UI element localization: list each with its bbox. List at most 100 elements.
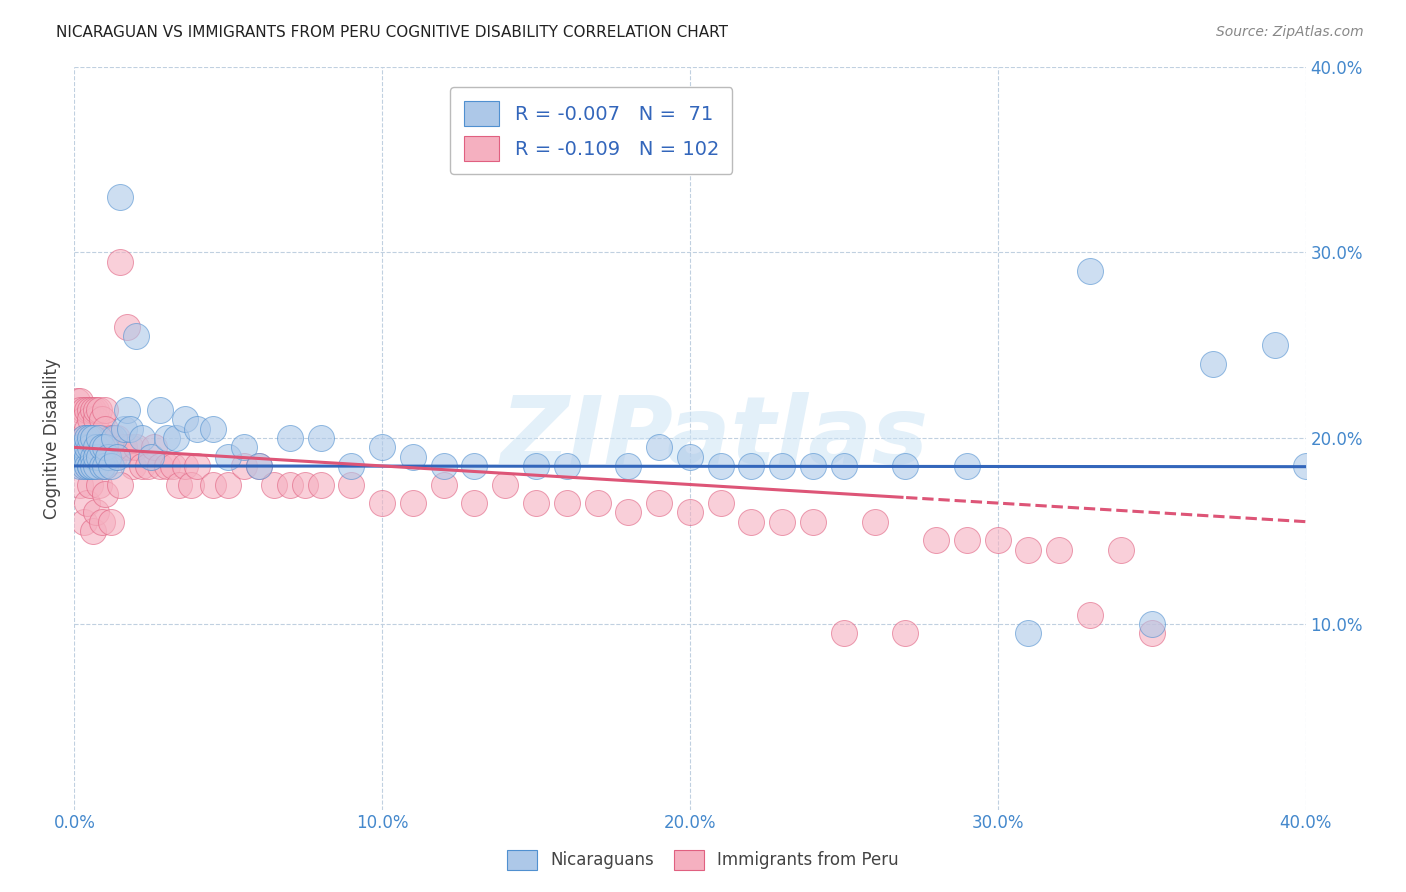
Point [69,441,91,455]
Point [94,403,117,417]
Point [987,533,1010,548]
Point [94,487,117,501]
Point [832,458,855,473]
Point [294,477,316,491]
Point [710,496,733,510]
Point [110,477,132,491]
Point [524,458,547,473]
Point [201,422,224,436]
Point [84,403,107,417]
Point [76,441,98,455]
Point [100,458,122,473]
Point [110,189,132,203]
Point [66,393,89,408]
Point [69,441,91,455]
Point [76,403,98,417]
Point [278,431,301,445]
Point [76,458,98,473]
Point [72,515,94,529]
Point [79,431,101,445]
Point [371,441,394,455]
Point [463,458,485,473]
Point [91,458,114,473]
Point [115,319,138,334]
Point [82,403,104,417]
Point [107,450,129,464]
Point [72,441,94,455]
Point [1078,264,1101,278]
Point [84,458,107,473]
Point [94,458,117,473]
Point [84,412,107,426]
Point [555,496,578,510]
Point [110,254,132,268]
Point [82,458,104,473]
Point [76,458,98,473]
Legend: Nicaraguans, Immigrants from Peru: Nicaraguans, Immigrants from Peru [501,843,905,877]
Point [112,422,135,436]
Point [141,450,163,464]
Point [69,458,91,473]
Point [82,431,104,445]
Text: ZIPatlas: ZIPatlas [501,392,928,484]
Point [76,496,98,510]
Point [103,431,125,445]
Point [131,431,153,445]
Point [79,458,101,473]
Point [1140,626,1163,640]
Point [740,515,762,529]
Point [69,403,91,417]
Text: NICARAGUAN VS IMMIGRANTS FROM PERU COGNITIVE DISABILITY CORRELATION CHART: NICARAGUAN VS IMMIGRANTS FROM PERU COGNI… [56,25,728,40]
Point [956,533,979,548]
Text: Source: ZipAtlas.com: Source: ZipAtlas.com [1216,25,1364,39]
Point [94,458,117,473]
Point [91,441,114,455]
Point [180,477,202,491]
Point [87,431,110,445]
Point [72,431,94,445]
Point [84,441,107,455]
Point [1295,458,1317,473]
Point [167,477,190,491]
Point [87,458,110,473]
Point [801,458,824,473]
Point [433,458,456,473]
Point [103,450,125,464]
Point [91,412,114,426]
Point [402,496,425,510]
Legend: R = -0.007   N =  71, R = -0.109   N = 102: R = -0.007 N = 71, R = -0.109 N = 102 [450,87,733,174]
Point [79,412,101,426]
Point [79,441,101,455]
Point [1140,616,1163,631]
Point [87,477,110,491]
Point [97,441,120,455]
Point [186,422,208,436]
Point [72,403,94,417]
Point [66,441,89,455]
Point [832,626,855,640]
Point [1078,607,1101,622]
Point [121,458,143,473]
Point [82,450,104,464]
Point [84,458,107,473]
Point [94,422,117,436]
Point [79,431,101,445]
Point [84,505,107,519]
Point [149,403,172,417]
Point [125,441,148,455]
Point [162,458,184,473]
Point [894,626,917,640]
Point [91,431,114,445]
Point [84,450,107,464]
Point [115,403,138,417]
Point [371,496,394,510]
Point [309,431,332,445]
Point [309,477,332,491]
Point [100,431,122,445]
Point [118,441,141,455]
Point [69,477,91,491]
Point [617,458,640,473]
Point [79,458,101,473]
Point [232,458,254,473]
Point [79,458,101,473]
